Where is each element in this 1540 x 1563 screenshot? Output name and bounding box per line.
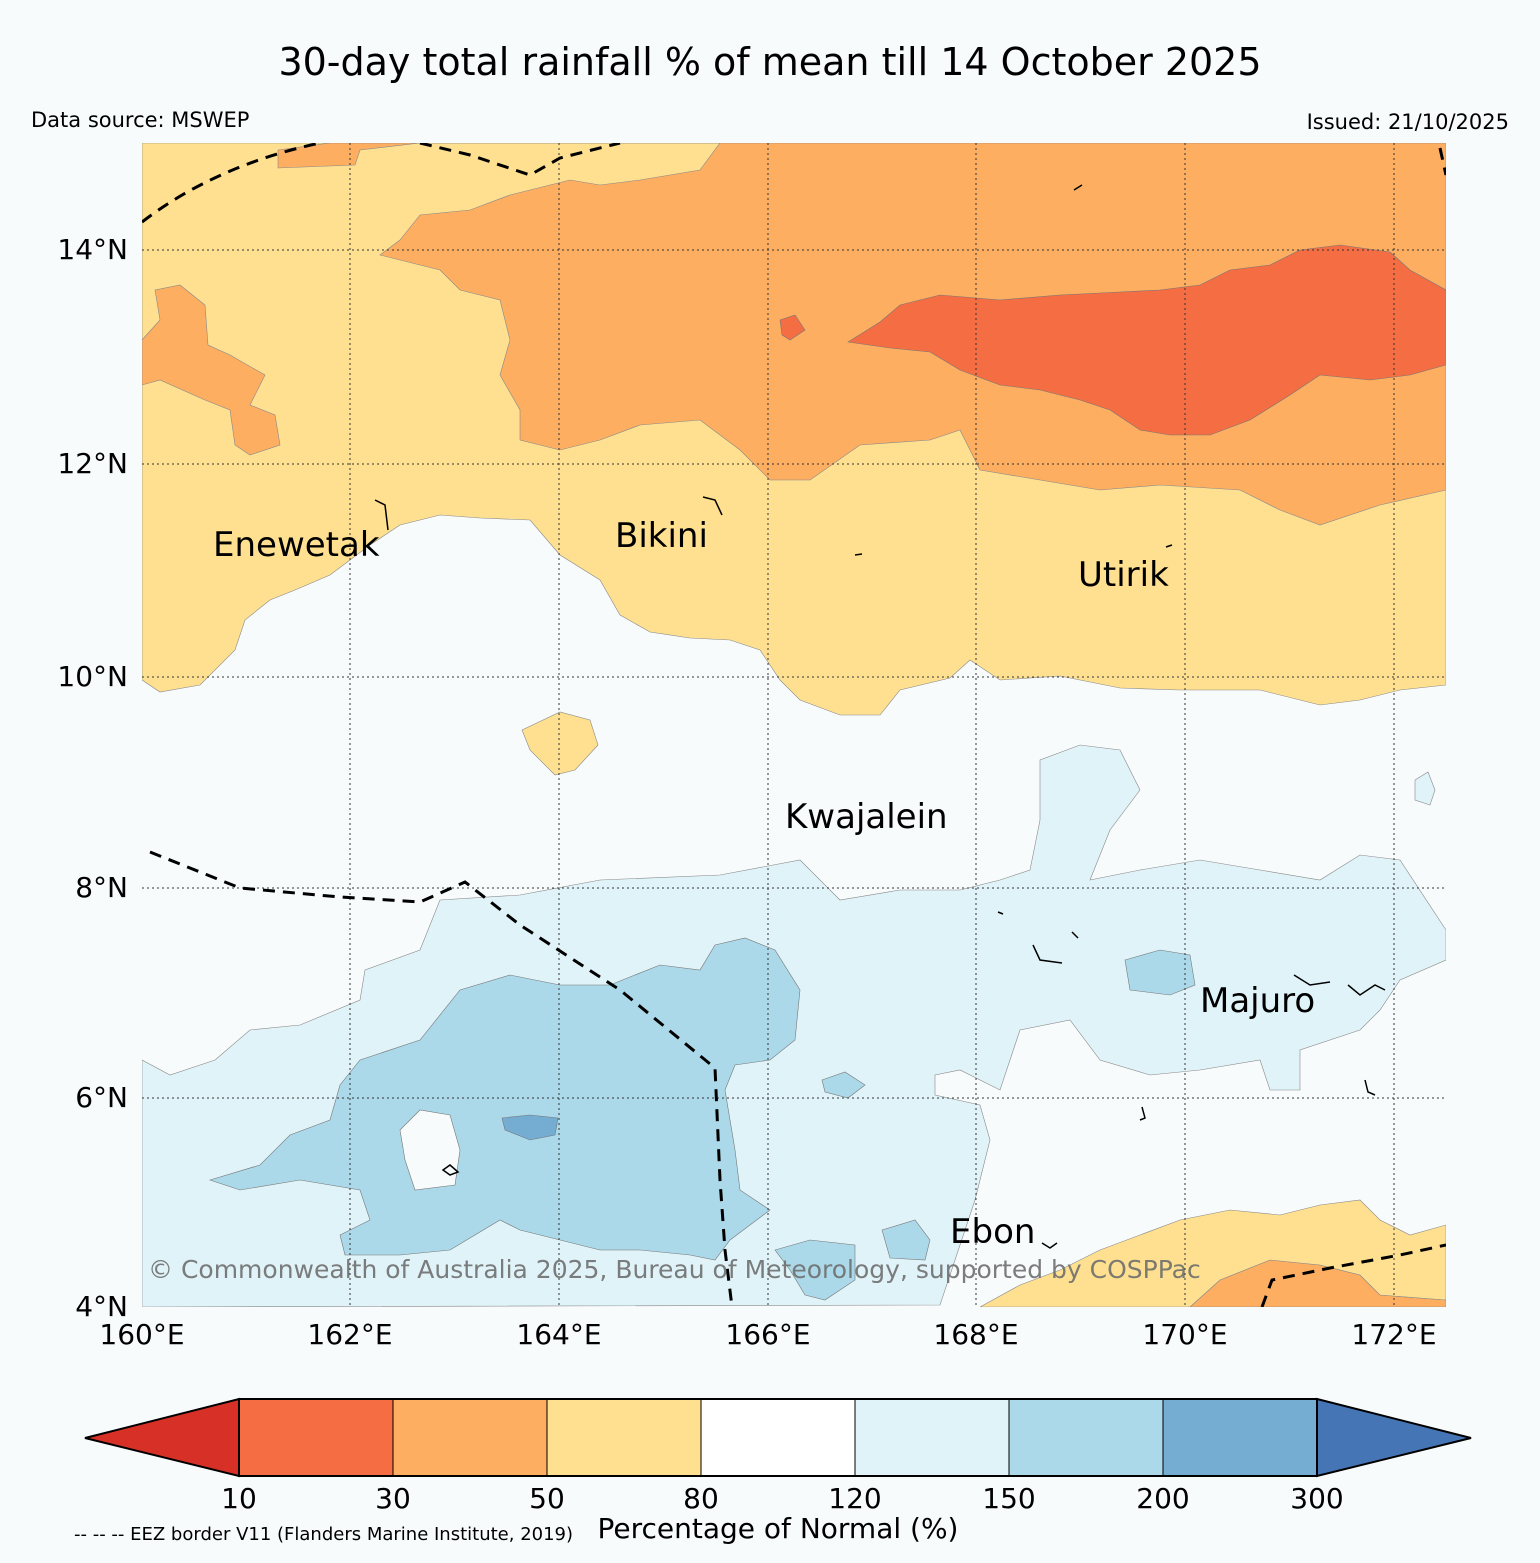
band-150-200-ebon [881,1219,931,1261]
colorbar-tick-label: 150 [982,1482,1035,1515]
band-50-80-blob [521,711,599,776]
colorbar-tick-label: 200 [1136,1482,1189,1515]
place-label-ebon: Ebon [950,1212,1035,1252]
lat-tick-label: 14°N [57,233,128,266]
band-10-30-small [779,314,806,341]
band-150-200-small [821,1071,866,1099]
colorbar-bin-10-30 [238,1398,394,1477]
colorbar-bin-50-80 [546,1398,702,1477]
band-150-200-south [774,1239,856,1301]
copyright-notice: © Commonwealth of Australia 2025, Bureau… [148,1255,1201,1284]
graticule [142,143,1446,1307]
eez-legend-note: -- -- -- EEZ border V11 (Flanders Marine… [74,1524,573,1545]
colorbar-bin-80-120 [700,1398,856,1477]
lon-tick-label: 170°E [1142,1318,1227,1351]
place-label-bikini: Bikini [615,516,708,556]
issued-date: Issued: 21/10/2025 [1306,110,1509,134]
colorbar: 10 30 50 80 120 150 200 300 Percentage o… [84,1397,1472,1545]
lat-tick-label: 10°N [57,660,128,693]
lon-tick-label: 168°E [933,1318,1018,1351]
lat-tick-label: 8°N [75,871,128,904]
colorbar-bin-120-150 [854,1398,1010,1477]
lon-tick-label: 160°E [99,1318,184,1351]
data-source: Data source: MSWEP [31,108,250,132]
lat-tick-label: 12°N [57,447,128,480]
eez-borders [142,143,1446,1307]
band-10-30 [847,244,1446,436]
colorbar-tick-label: 300 [1290,1482,1343,1515]
colorbar-label: Percentage of Normal (%) [598,1512,959,1545]
islands [374,184,1386,1249]
band-80-120-hole [399,1109,461,1191]
colorbar-bin-200-300 [1162,1398,1318,1477]
lon-tick-label: 166°E [725,1318,810,1351]
colorbar-bin-150-200 [1008,1398,1164,1477]
colorbar-tick-label: 80 [683,1482,719,1515]
map-panel [142,143,1446,1307]
band-200-300 [501,1114,559,1141]
colorbar-extend-high [1316,1397,1472,1478]
lon-tick-label: 172°E [1351,1318,1436,1351]
colorbar-tick-label: 50 [529,1482,565,1515]
band-150-200-majuro [1124,949,1196,996]
chart-title: 30-day total rainfall % of mean till 14 … [278,40,1262,84]
band-80-120-far-east [1414,771,1436,806]
band-150-200 [209,937,801,1261]
colorbar-tick-label: 120 [828,1482,881,1515]
place-label-kwajalein: Kwajalein [785,797,948,837]
colorbar-tick-label: 30 [375,1482,411,1515]
lat-tick-label: 6°N [75,1081,128,1114]
place-label-utirik: Utirik [1078,555,1169,595]
place-label-enewetak: Enewetak [213,525,380,565]
lon-tick-label: 162°E [307,1318,392,1351]
lat-tick-label: 4°N [75,1290,128,1323]
band-30-50-west [142,284,281,456]
lon-tick-label: 164°E [516,1318,601,1351]
colorbar-bin-30-50 [392,1398,548,1477]
band-50-80-south [979,1199,1446,1307]
colorbar-extend-low [84,1397,240,1478]
colorbar-tick-label: 10 [221,1482,257,1515]
place-label-majuro: Majuro [1200,981,1315,1021]
